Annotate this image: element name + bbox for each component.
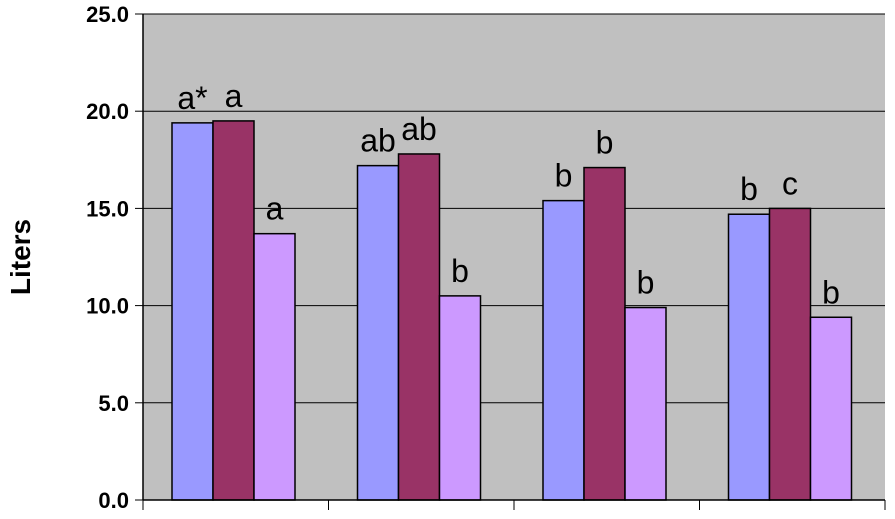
bar-data-label: ab bbox=[401, 111, 437, 147]
bar-data-label: b bbox=[740, 171, 758, 207]
bar bbox=[583, 166, 626, 501]
y-tick-label: 25.0 bbox=[86, 2, 129, 27]
bar-data-label: a bbox=[266, 191, 284, 227]
y-tick-label: 20.0 bbox=[86, 99, 129, 124]
bar-data-label: c bbox=[782, 165, 798, 201]
y-axis-label: Liters bbox=[5, 219, 36, 295]
bars bbox=[171, 120, 853, 501]
y-tick-label: 15.0 bbox=[86, 196, 129, 221]
bar bbox=[356, 164, 400, 501]
bar-data-label: b bbox=[596, 125, 614, 161]
axes: 0.0 5.0 10.0 15.0 20.0 25.0 bbox=[86, 2, 886, 513]
y-tick-label: 0.0 bbox=[98, 488, 129, 513]
bar-data-label: b bbox=[555, 158, 573, 194]
bar bbox=[253, 232, 296, 501]
bar-data-label: ab bbox=[360, 123, 396, 159]
bar bbox=[768, 207, 812, 501]
bar-data-label: b bbox=[451, 253, 469, 289]
bar bbox=[438, 295, 482, 501]
bar bbox=[624, 306, 667, 501]
bar bbox=[397, 153, 441, 501]
bar bbox=[542, 199, 585, 501]
bar-data-label: a* bbox=[177, 80, 207, 116]
bar bbox=[212, 120, 255, 501]
bar-data-label: b bbox=[637, 265, 655, 301]
y-tick-label: 5.0 bbox=[98, 391, 129, 416]
bar bbox=[809, 316, 853, 501]
bar bbox=[171, 122, 214, 501]
bar-data-label: a bbox=[225, 78, 243, 114]
y-tick-label: 10.0 bbox=[86, 294, 129, 319]
bar-data-label: b bbox=[822, 274, 840, 310]
bar bbox=[727, 213, 771, 501]
